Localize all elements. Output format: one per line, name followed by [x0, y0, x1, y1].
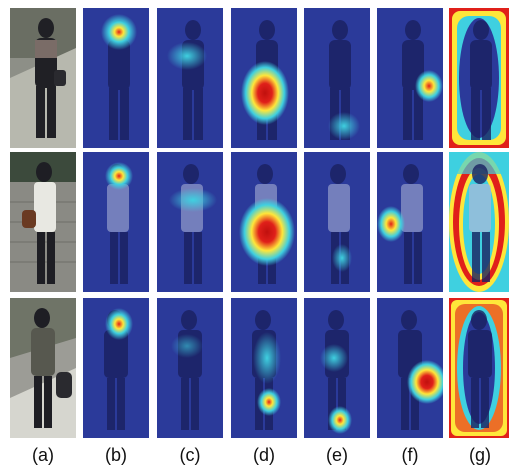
- row3-col-g-heatmap: [449, 298, 509, 438]
- row2-col-b-heatmap: [83, 152, 149, 292]
- row2-col-a-photo: [10, 152, 76, 292]
- row3-col-b-heatmap: [83, 298, 149, 438]
- row1-col-e-heatmap: [304, 8, 370, 148]
- column-label-c: (c): [179, 445, 201, 465]
- row2-col-c-heatmap: [157, 152, 223, 292]
- row1-col-b-heatmap: [83, 8, 149, 148]
- row1-col-d-heatmap: [231, 8, 297, 148]
- row3-col-c-heatmap: [157, 298, 223, 438]
- row1-col-a-photo: [10, 8, 76, 148]
- row2-col-g-heatmap: [449, 152, 509, 292]
- row3-col-a-photo: [10, 298, 76, 438]
- row1-col-c-heatmap: [157, 8, 223, 148]
- column-label-a: (a): [32, 445, 54, 465]
- row3-col-e-heatmap: [304, 298, 370, 438]
- column-label-d: (d): [253, 445, 275, 465]
- column-label-e: (e): [326, 445, 348, 465]
- column-label-b: (b): [105, 445, 127, 465]
- row2-col-e-heatmap: [304, 152, 370, 292]
- row3-col-d-heatmap: [231, 298, 297, 438]
- row1-col-f-heatmap: [377, 8, 443, 148]
- row2-col-d-heatmap: [231, 152, 297, 292]
- column-label-g: (g): [469, 445, 491, 465]
- row1-col-g-heatmap: [449, 8, 509, 148]
- column-label-f: (f): [401, 445, 419, 465]
- row2-col-f-heatmap: [377, 152, 443, 292]
- row3-col-f-heatmap: [377, 298, 443, 438]
